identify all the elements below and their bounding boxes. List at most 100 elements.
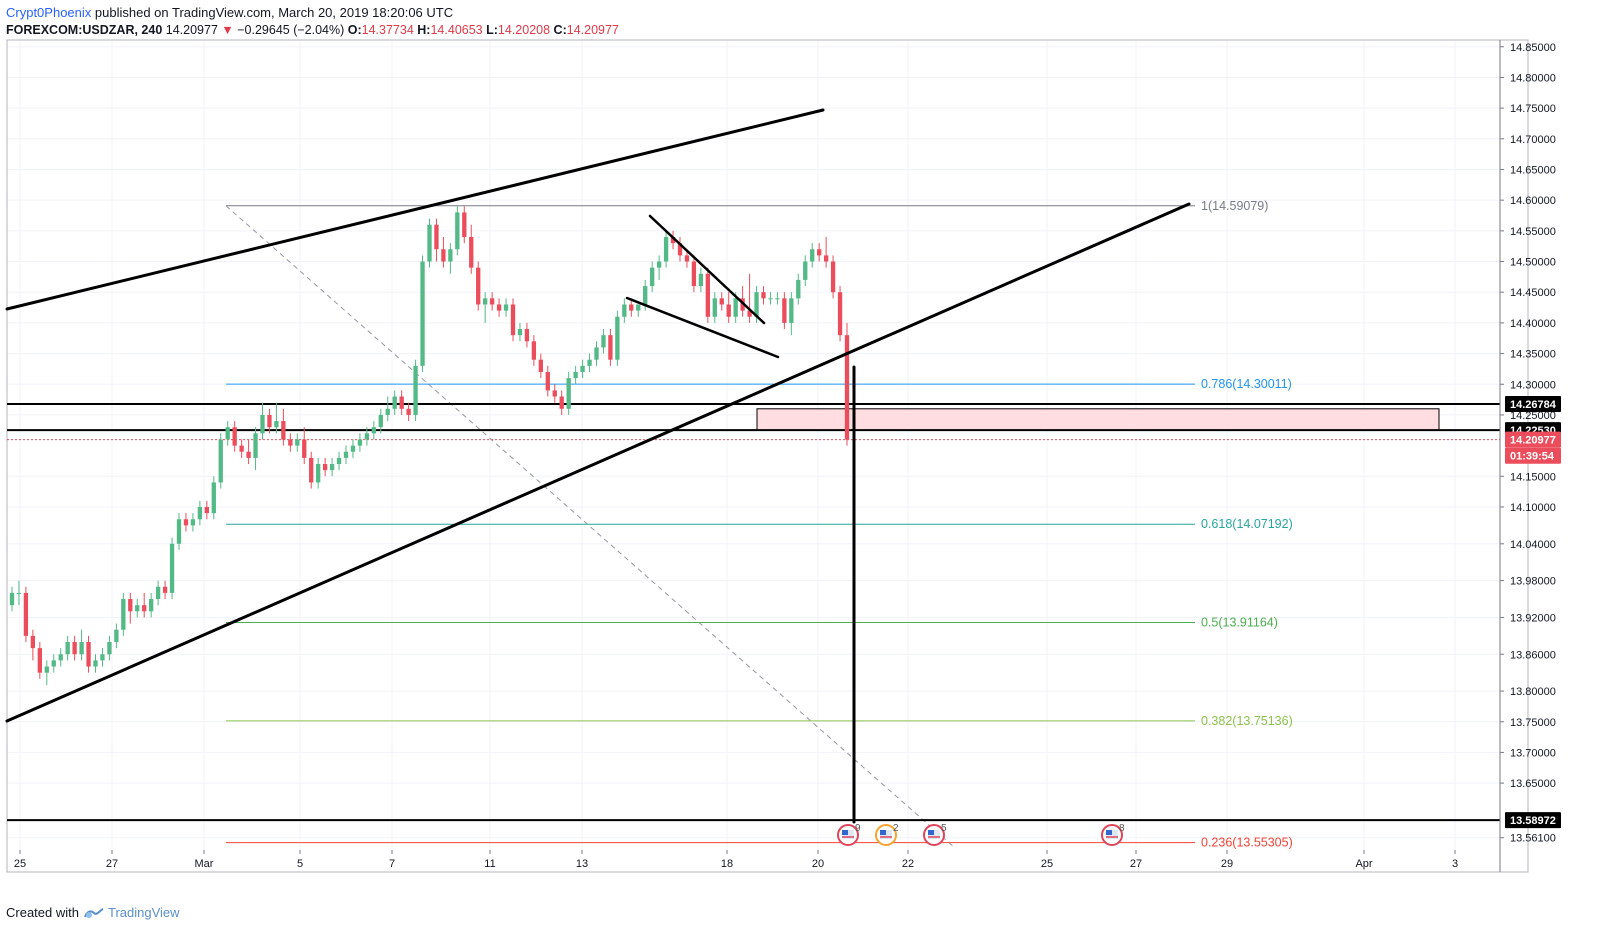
candle-down: [302, 439, 307, 458]
candle-up: [260, 414, 265, 434]
candle-down: [837, 292, 843, 336]
event-count: 5: [941, 823, 947, 834]
candle-down: [30, 635, 36, 649]
candle-down: [761, 292, 766, 299]
candle-up: [566, 378, 571, 409]
us-flag-event-icon[interactable]: 8: [1101, 823, 1125, 846]
author-link[interactable]: Crypt0Phoenix: [6, 5, 92, 20]
candle-down: [406, 408, 411, 415]
y-tick-label: 13.92000: [1510, 612, 1556, 624]
us-flag-event-icon[interactable]: 9: [837, 823, 861, 846]
y-tick-label: 14.85000: [1510, 42, 1556, 54]
candle-up: [114, 629, 119, 642]
candle-up: [357, 439, 363, 446]
candle-down: [545, 371, 550, 391]
candle-up: [58, 654, 63, 661]
candle-down: [705, 273, 710, 317]
candle-up: [733, 298, 738, 317]
us-flag-event-icon[interactable]: 2: [875, 823, 899, 846]
candle-up: [420, 261, 425, 366]
x-tick-label: 5: [297, 858, 303, 870]
us-flag-event-icon[interactable]: 5: [923, 823, 947, 846]
candle-down: [232, 427, 237, 446]
candle-down: [246, 451, 251, 458]
y-tick-label: 14.10000: [1510, 502, 1556, 514]
price-axis[interactable]: 14.85000 14.80000 14.75000 14.70000 14.65000…: [1499, 40, 1556, 872]
candle-down: [441, 249, 446, 262]
candle-down: [670, 236, 676, 244]
horizontal-levels[interactable]: [7, 402, 1500, 822]
event-markers[interactable]: 9 2 5 8: [837, 823, 1125, 846]
candle-up: [663, 236, 669, 262]
price-change: −0.29645 (−2.04%): [237, 23, 345, 37]
candle-down: [86, 641, 91, 667]
candle-down: [496, 304, 502, 311]
candle-up: [392, 396, 397, 409]
x-tick-label: 22: [902, 858, 914, 870]
y-tick-label: 14.70000: [1510, 134, 1556, 146]
candle-down: [72, 641, 77, 655]
x-tick-label: 27: [1130, 858, 1142, 870]
candle-up: [622, 304, 627, 317]
tradingview-logo[interactable]: TradingView: [83, 905, 180, 920]
candle-up: [100, 654, 105, 661]
price-chart[interactable]: 1(14.59079) 0.786(14.30011) 0.618(14.07192…: [0, 0, 1599, 900]
candle-down: [281, 421, 286, 440]
candle-down: [322, 464, 328, 471]
candle-up: [594, 347, 599, 360]
trendline[interactable]: [648, 214, 766, 325]
trendline[interactable]: [5, 202, 1191, 723]
candle-down: [183, 519, 189, 526]
candle-up: [636, 304, 641, 311]
candle-down: [608, 335, 613, 360]
candle-down: [239, 445, 244, 452]
y-tick-label: 14.55000: [1510, 226, 1556, 238]
trendlines[interactable]: [5, 108, 1191, 824]
candle-down: [691, 261, 697, 287]
candle-down: [469, 236, 474, 268]
fib-level-label: 0.618(14.07192): [1201, 517, 1293, 531]
candle-up: [316, 464, 321, 483]
candle-up: [580, 365, 585, 372]
resistance-zone-rect[interactable]: [756, 408, 1440, 431]
flag-canton: [928, 830, 934, 835]
trendline[interactable]: [5, 108, 825, 311]
flag-canton: [880, 830, 886, 835]
price-label-text: 14.26784: [1510, 399, 1557, 411]
candle-down: [823, 255, 829, 262]
candle-up: [336, 457, 342, 465]
fib-level-label: 0.786(14.30011): [1201, 377, 1292, 391]
candle-down: [142, 605, 147, 612]
candlesticks: [9, 206, 850, 685]
y-tick-label: 14.35000: [1510, 349, 1556, 361]
candle-up: [754, 292, 759, 317]
x-tick-label: 20: [812, 858, 824, 870]
close-label: C:: [553, 23, 567, 37]
candle-up: [413, 365, 418, 415]
y-tick-label: 13.56100: [1510, 833, 1556, 845]
fibonacci-retracement[interactable]: 1(14.59079) 0.786(14.30011) 0.618(14.07192…: [225, 199, 1293, 850]
price-label-text: 13.58972: [1510, 815, 1556, 827]
flag-canton: [1106, 830, 1112, 835]
time-axis[interactable]: 25 27 Mar 5 7 11 13 18 20 22 25 27 29 Apr 3: [14, 850, 1458, 870]
candle-up: [218, 439, 223, 483]
candle-up: [51, 660, 56, 667]
candle-up: [350, 445, 356, 452]
candle-up: [225, 427, 230, 440]
y-tick-label: 14.60000: [1510, 195, 1556, 207]
price-label-text: 14.20977: [1510, 435, 1556, 447]
trendline[interactable]: [625, 296, 780, 359]
fib-level-label: 0.5(13.91164): [1201, 616, 1278, 630]
candle-up: [503, 304, 509, 311]
candle-up: [789, 298, 794, 323]
resistance-zone[interactable]: [756, 408, 1440, 431]
price-label-box: [1505, 431, 1561, 448]
event-count: 9: [855, 823, 861, 834]
candle-up: [211, 482, 216, 514]
candle-up: [810, 249, 815, 262]
publish-info: Crypt0Phoenix published on TradingView.c…: [6, 5, 453, 20]
low-value: 14.20208: [497, 23, 551, 37]
candle-up: [190, 519, 196, 526]
candle-up: [176, 519, 182, 544]
price-label-box: [1505, 395, 1561, 412]
